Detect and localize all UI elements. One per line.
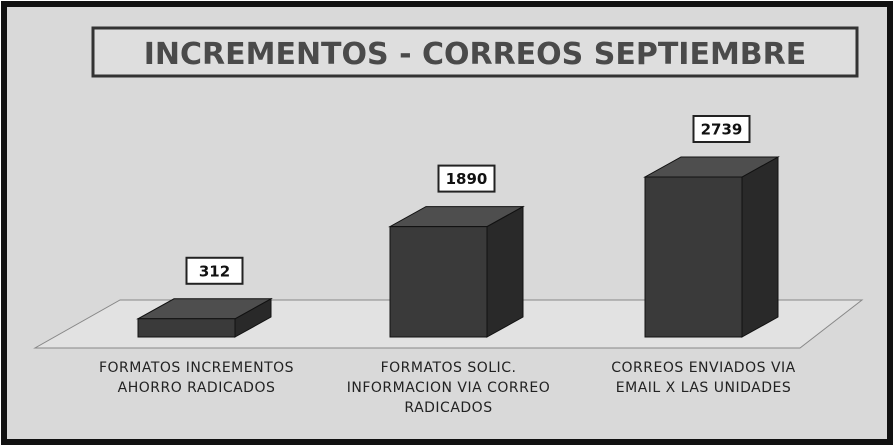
bar [388, 205, 525, 338]
x-tick-label: CORREOS ENVIADOS VIA EMAIL X LAS UNIDADE… [611, 360, 796, 396]
value-label-box [185, 256, 244, 285]
x-tick-label: FORMATOS INCREMENTOS AHORRO RADICADOS [98, 360, 295, 396]
bar-front [644, 176, 743, 338]
title-box [91, 26, 859, 78]
value-label: 2739 [701, 121, 743, 139]
bar [136, 297, 273, 338]
bar-side [741, 156, 779, 338]
value-label: 312 [199, 262, 230, 280]
bar-side [486, 205, 524, 338]
x-tick-label: FORMATOS SOLIC. INFORMACION VIA CORREO R… [346, 360, 551, 416]
value-label: 1890 [446, 170, 488, 188]
bar [643, 156, 780, 338]
bar-front [389, 226, 488, 338]
chart-title: INCREMENTOS - CORREOS SEPTIEMBRE [144, 37, 807, 72]
bar-front [137, 318, 236, 338]
value-label-box [692, 115, 751, 143]
value-label-box [437, 164, 496, 193]
